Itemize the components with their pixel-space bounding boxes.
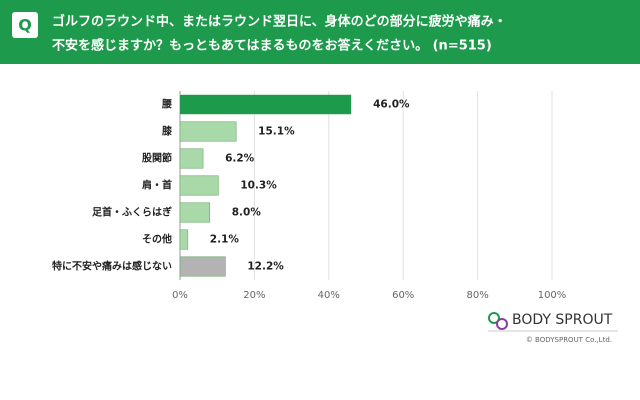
- y-tick-label: 足首・ふくらはぎ: [92, 206, 172, 219]
- header-band: [0, 0, 640, 64]
- title-line: ゴルフのラウンド中、またはラウンド翌日に、身体のどの部分に疲労や痛み・: [52, 14, 507, 30]
- bar: [179, 121, 237, 142]
- copyright: © BODYSPROUT Co.,Ltd.: [526, 336, 612, 344]
- value-label: 8.0%: [232, 207, 262, 219]
- y-tick-label: 特に不安や痛みは感じない: [52, 260, 172, 273]
- value-label: 2.1%: [210, 234, 240, 246]
- bar: [179, 256, 226, 277]
- bar: [179, 148, 204, 169]
- value-label: 12.2%: [247, 261, 284, 273]
- value-label: 15.1%: [258, 126, 295, 138]
- brand: BODY SPROUT: [512, 312, 613, 328]
- x-tick-label: 20%: [243, 290, 265, 301]
- x-tick-label: 0%: [172, 290, 188, 301]
- x-tick-label: 60%: [392, 290, 414, 301]
- bar: [179, 175, 219, 196]
- bar: [180, 94, 352, 115]
- bar: [179, 229, 189, 250]
- y-tick-label: 膝: [162, 125, 173, 138]
- value-label: 10.3%: [240, 180, 277, 192]
- bar: [179, 202, 211, 223]
- x-tick-label: 80%: [466, 290, 488, 301]
- y-tick-label: 股関節: [142, 152, 172, 165]
- title-line: 不安を感じますか？もっともあてはまるものをお答えください。 (n=515): [52, 38, 492, 54]
- q-box: [12, 12, 38, 38]
- x-tick-label: 100%: [538, 290, 567, 301]
- q-mark: Q: [18, 16, 32, 35]
- x-tick-label: 40%: [318, 290, 340, 301]
- value-label: 46.0%: [373, 99, 410, 111]
- value-label: 6.2%: [225, 153, 255, 165]
- y-tick-label: その他: [142, 233, 172, 246]
- logo: [488, 312, 508, 330]
- y-tick-label: 腰: [161, 99, 172, 111]
- y-tick-label: 肩・首: [142, 179, 172, 192]
